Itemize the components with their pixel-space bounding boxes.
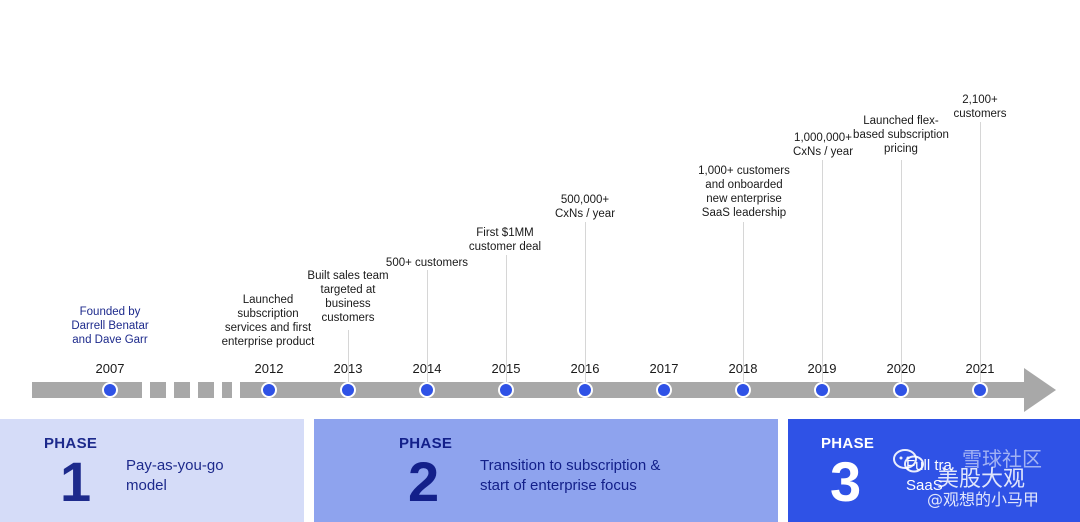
timeline-gap-dash bbox=[198, 382, 214, 398]
stem-2014 bbox=[427, 270, 428, 382]
timeline-dot-2021 bbox=[972, 382, 988, 398]
stem-2016 bbox=[585, 222, 586, 382]
phase-2-number: 2 bbox=[408, 450, 440, 513]
timeline-dot-2014 bbox=[419, 382, 435, 398]
phase-3-description: Full tra SaaS bbox=[906, 457, 952, 494]
phase-2-label: PHASE bbox=[399, 435, 453, 452]
event-note-2013: Built sales team targeted at business cu… bbox=[307, 270, 389, 324]
timeline-gap-dash bbox=[222, 382, 232, 398]
event-note-2018: 1,000+ customers and onboarded new enter… bbox=[698, 165, 790, 219]
phase-1-label: PHASE bbox=[44, 435, 98, 452]
phase-1-block: PHASE 1 Pay-as-you-go model bbox=[0, 419, 304, 522]
stem-2020 bbox=[901, 160, 902, 382]
event-note-2021: 2,100+ customers bbox=[953, 94, 1007, 120]
year-label-2019: 2019 bbox=[807, 361, 837, 376]
event-note-2012: Launched subscription services and first… bbox=[221, 294, 315, 348]
watermark-line1: 美股大观 bbox=[937, 467, 1026, 492]
year-label-2013: 2013 bbox=[333, 361, 363, 376]
timeline-dot-2017 bbox=[656, 382, 672, 398]
year-label-2020: 2020 bbox=[886, 361, 916, 376]
watermark-line0: 雪球社区 bbox=[962, 447, 1042, 471]
founded-note: Founded by Darrell Benatar and Dave Garr bbox=[71, 306, 149, 346]
stem-2015 bbox=[506, 255, 507, 382]
year-label-2016: 2016 bbox=[570, 361, 600, 376]
year-label-2021: 2021 bbox=[965, 361, 995, 376]
phase-2-description: Transition to subscription & start of en… bbox=[480, 457, 661, 494]
stem-2018 bbox=[743, 222, 744, 382]
year-label-2007: 2007 bbox=[95, 361, 125, 376]
event-note-2016: 500,000+ CxNs / year bbox=[554, 194, 616, 220]
phase-1-number: 1 bbox=[60, 450, 92, 513]
timeline-gap-dash bbox=[174, 382, 190, 398]
timeline-arrow-icon bbox=[1024, 368, 1056, 412]
phase-2-block: PHASE 2 Transition to subscription & sta… bbox=[314, 419, 778, 522]
watermark-line2: @观想的小马甲 bbox=[927, 490, 1040, 509]
timeline-dot-2007 bbox=[102, 382, 118, 398]
event-note-2014: 500+ customers bbox=[385, 257, 469, 269]
event-note-2015: First $1MM customer deal bbox=[468, 227, 542, 253]
timeline-dot-2018 bbox=[735, 382, 751, 398]
timeline-dot-2020 bbox=[893, 382, 909, 398]
phase-3-number: 3 bbox=[830, 450, 862, 513]
year-label-2015: 2015 bbox=[491, 361, 521, 376]
timeline-dot-2015 bbox=[498, 382, 514, 398]
timeline-bar-start bbox=[32, 382, 142, 398]
phase-1-description: Pay-as-you-go model bbox=[126, 457, 224, 494]
event-note-2020: Launched flex- based subscription pricin… bbox=[853, 115, 949, 155]
stem-2013 bbox=[348, 330, 349, 382]
year-label-2012: 2012 bbox=[254, 361, 284, 376]
timeline-dot-2016 bbox=[577, 382, 593, 398]
timeline-dot-2019 bbox=[814, 382, 830, 398]
event-note-2019: 1,000,000+ CxNs / year bbox=[792, 132, 854, 158]
stem-2021 bbox=[980, 122, 981, 382]
timeline-bar-main bbox=[240, 382, 1026, 398]
stem-2019 bbox=[822, 160, 823, 382]
timeline-gap-dash bbox=[150, 382, 166, 398]
phase-3-block: PHASE 3 Full tra SaaS bbox=[788, 419, 1080, 522]
timeline-dot-2013 bbox=[340, 382, 356, 398]
timeline-dot-2012 bbox=[261, 382, 277, 398]
year-label-2014: 2014 bbox=[412, 361, 442, 376]
year-label-2017: 2017 bbox=[649, 361, 679, 376]
watermark-logo-icon bbox=[893, 447, 925, 475]
year-label-2018: 2018 bbox=[728, 361, 758, 376]
phase-3-label: PHASE bbox=[821, 435, 875, 452]
